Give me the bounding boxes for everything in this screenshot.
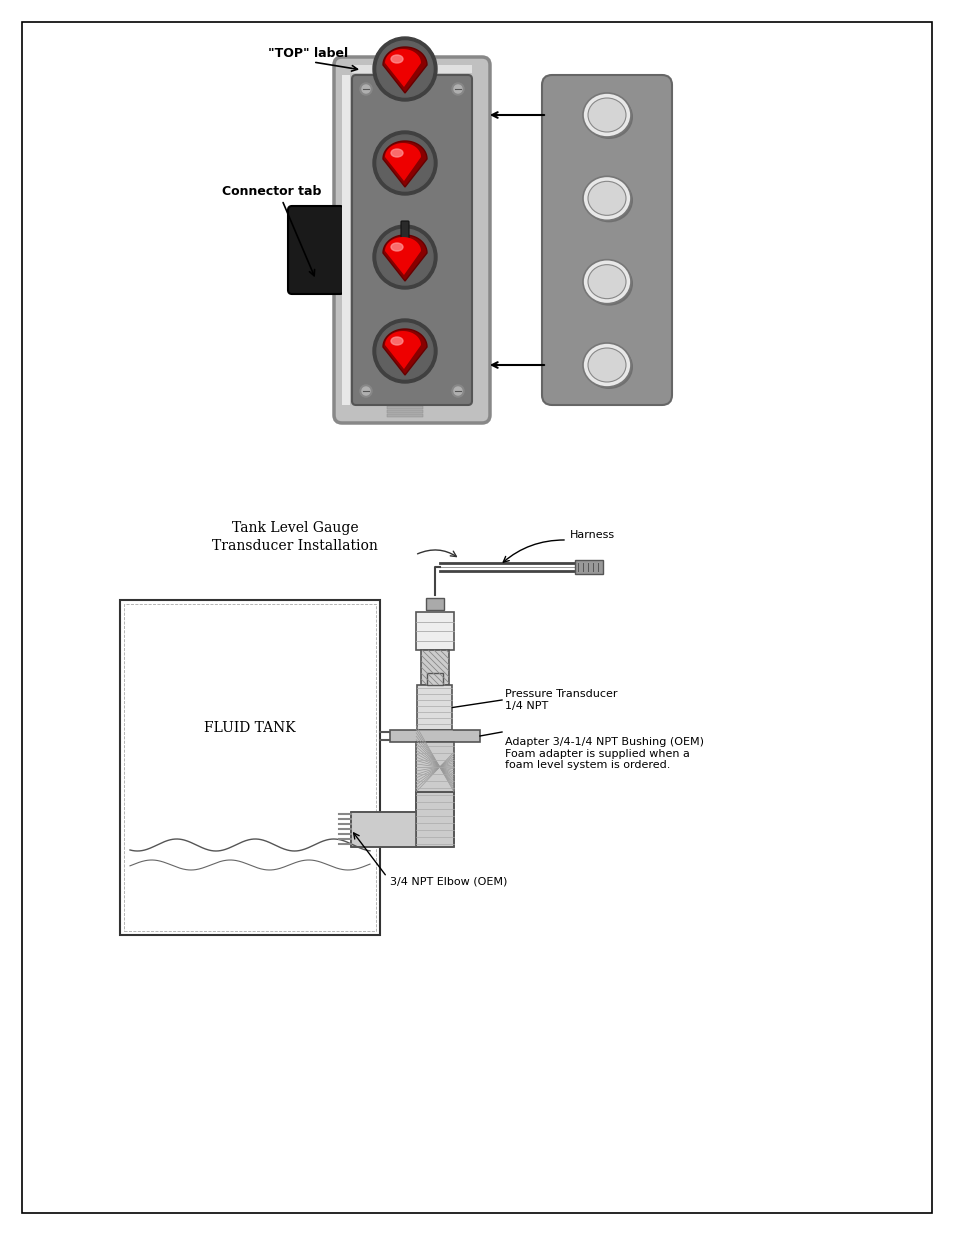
Bar bbox=[341, 75, 350, 405]
FancyBboxPatch shape bbox=[400, 221, 409, 259]
Polygon shape bbox=[382, 235, 427, 282]
Circle shape bbox=[373, 37, 436, 101]
Ellipse shape bbox=[584, 262, 633, 306]
Circle shape bbox=[361, 85, 370, 93]
Circle shape bbox=[376, 135, 433, 191]
Ellipse shape bbox=[391, 149, 402, 157]
Bar bbox=[575, 559, 602, 574]
Ellipse shape bbox=[584, 345, 633, 389]
Circle shape bbox=[359, 83, 372, 95]
Text: Connector tab: Connector tab bbox=[222, 185, 321, 198]
Ellipse shape bbox=[584, 95, 633, 140]
Bar bbox=[426, 598, 443, 610]
Text: FLUID TANK: FLUID TANK bbox=[204, 720, 295, 735]
FancyBboxPatch shape bbox=[334, 57, 490, 424]
Ellipse shape bbox=[584, 178, 633, 222]
Bar bbox=[390, 730, 479, 742]
Ellipse shape bbox=[582, 259, 630, 304]
Ellipse shape bbox=[391, 56, 402, 63]
Polygon shape bbox=[382, 141, 427, 186]
Ellipse shape bbox=[587, 182, 625, 215]
Ellipse shape bbox=[587, 98, 625, 132]
Circle shape bbox=[454, 85, 461, 93]
Polygon shape bbox=[385, 331, 420, 369]
Bar bbox=[416, 613, 454, 650]
Ellipse shape bbox=[582, 93, 630, 137]
Polygon shape bbox=[385, 49, 420, 86]
Bar bbox=[420, 650, 449, 685]
Circle shape bbox=[373, 131, 436, 195]
Circle shape bbox=[373, 225, 436, 289]
Bar bbox=[416, 792, 454, 847]
Circle shape bbox=[454, 387, 461, 395]
Text: 3/4 NPT Elbow (OEM): 3/4 NPT Elbow (OEM) bbox=[390, 877, 507, 887]
Text: Harness: Harness bbox=[569, 530, 615, 540]
Text: Tank Level Gauge: Tank Level Gauge bbox=[232, 521, 358, 535]
Text: Pressure Transducer
1/4 NPT: Pressure Transducer 1/4 NPT bbox=[504, 689, 617, 711]
Circle shape bbox=[376, 228, 433, 285]
FancyBboxPatch shape bbox=[541, 75, 671, 405]
Bar bbox=[351, 811, 454, 847]
Circle shape bbox=[361, 387, 370, 395]
Bar bbox=[387, 410, 422, 412]
Circle shape bbox=[359, 385, 372, 396]
Bar bbox=[387, 406, 422, 409]
FancyBboxPatch shape bbox=[288, 206, 344, 294]
Bar bbox=[120, 600, 379, 935]
Polygon shape bbox=[382, 329, 427, 375]
Bar bbox=[351, 811, 416, 847]
Circle shape bbox=[452, 83, 463, 95]
Ellipse shape bbox=[587, 264, 625, 299]
Ellipse shape bbox=[391, 243, 402, 251]
Text: Adapter 3/4-1/4 NPT Bushing (OEM)
Foam adapter is supplied when a
foam level sys: Adapter 3/4-1/4 NPT Bushing (OEM) Foam a… bbox=[504, 737, 703, 771]
Bar bbox=[387, 398, 422, 401]
Bar bbox=[124, 604, 375, 931]
Bar bbox=[387, 414, 422, 417]
Circle shape bbox=[452, 385, 463, 396]
Ellipse shape bbox=[587, 348, 625, 382]
FancyBboxPatch shape bbox=[352, 75, 472, 405]
Ellipse shape bbox=[391, 337, 402, 345]
Polygon shape bbox=[382, 47, 427, 93]
Circle shape bbox=[376, 41, 433, 98]
Circle shape bbox=[373, 319, 436, 383]
Polygon shape bbox=[385, 143, 420, 182]
Circle shape bbox=[376, 324, 433, 379]
Polygon shape bbox=[385, 237, 420, 275]
Bar bbox=[417, 685, 452, 730]
Bar bbox=[387, 403, 422, 405]
Bar bbox=[416, 742, 454, 792]
Text: "TOP" label: "TOP" label bbox=[268, 47, 348, 61]
Text: Transducer Installation: Transducer Installation bbox=[212, 538, 377, 553]
Bar bbox=[427, 673, 442, 685]
Ellipse shape bbox=[582, 343, 630, 387]
Bar bbox=[352, 65, 472, 73]
Ellipse shape bbox=[582, 177, 630, 220]
